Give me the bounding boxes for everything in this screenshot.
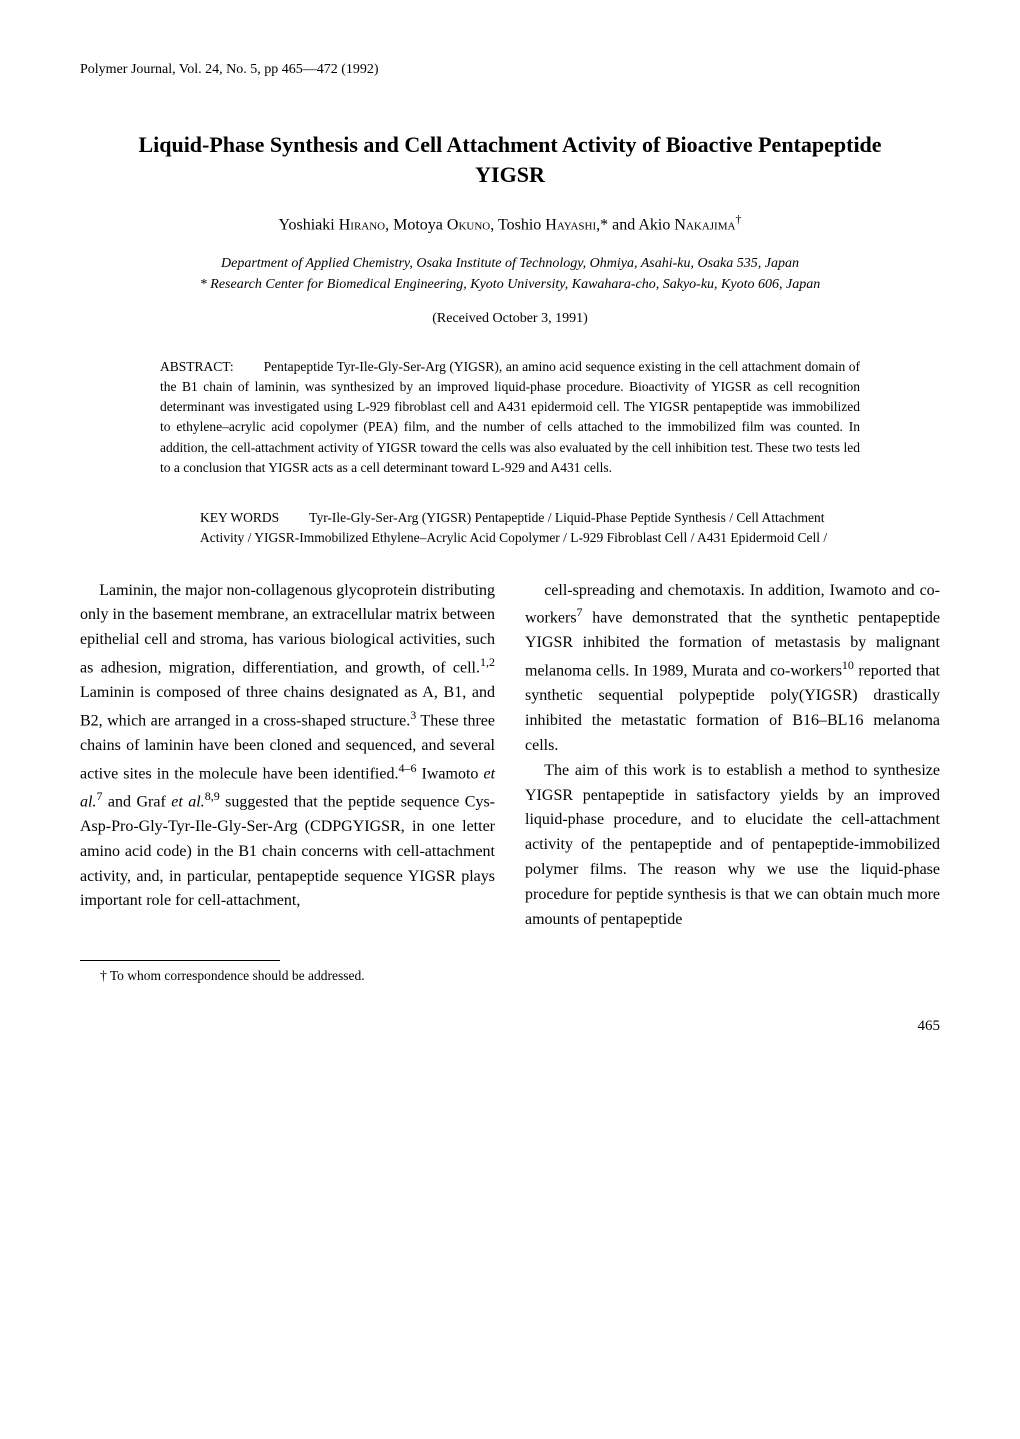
abstract: ABSTRACT:Pentapeptide Tyr-Ile-Gly-Ser-Ar… — [160, 357, 860, 479]
page-number: 465 — [80, 1016, 940, 1037]
body-paragraph-3: The aim of this work is to establish a m… — [525, 759, 940, 933]
footnote-divider — [80, 960, 280, 961]
journal-header: Polymer Journal, Vol. 24, No. 5, pp 465—… — [80, 60, 940, 80]
body-paragraph-1: Laminin, the major non-collagenous glyco… — [80, 579, 495, 915]
paper-title: Liquid-Phase Synthesis and Cell Attachme… — [135, 130, 885, 192]
authors: Yoshiaki Hirano, Motoya Okuno, Toshio Ha… — [80, 211, 940, 237]
body-two-column: Laminin, the major non-collagenous glyco… — [80, 579, 940, 933]
abstract-text: Pentapeptide Tyr-Ile-Gly-Ser-Arg (YIGSR)… — [160, 359, 860, 475]
affiliation-2: * Research Center for Biomedical Enginee… — [200, 277, 820, 292]
column-right: cell-spreading and chemotaxis. In additi… — [525, 579, 940, 933]
received-date: (Received October 3, 1991) — [80, 309, 940, 329]
column-left: Laminin, the major non-collagenous glyco… — [80, 579, 495, 933]
abstract-label: ABSTRACT: — [160, 359, 234, 374]
keywords-label: KEY WORDS — [200, 510, 279, 525]
keywords-text: Tyr-Ile-Gly-Ser-Arg (YIGSR) Pentapeptide… — [200, 510, 827, 545]
affiliations: Department of Applied Chemistry, Osaka I… — [80, 253, 940, 295]
footnote: † To whom correspondence should be addre… — [100, 967, 940, 986]
body-paragraph-2: cell-spreading and chemotaxis. In additi… — [525, 579, 940, 759]
affiliation-1: Department of Applied Chemistry, Osaka I… — [221, 256, 799, 271]
keywords: KEY WORDSTyr-Ile-Gly-Ser-Arg (YIGSR) Pen… — [160, 508, 860, 549]
